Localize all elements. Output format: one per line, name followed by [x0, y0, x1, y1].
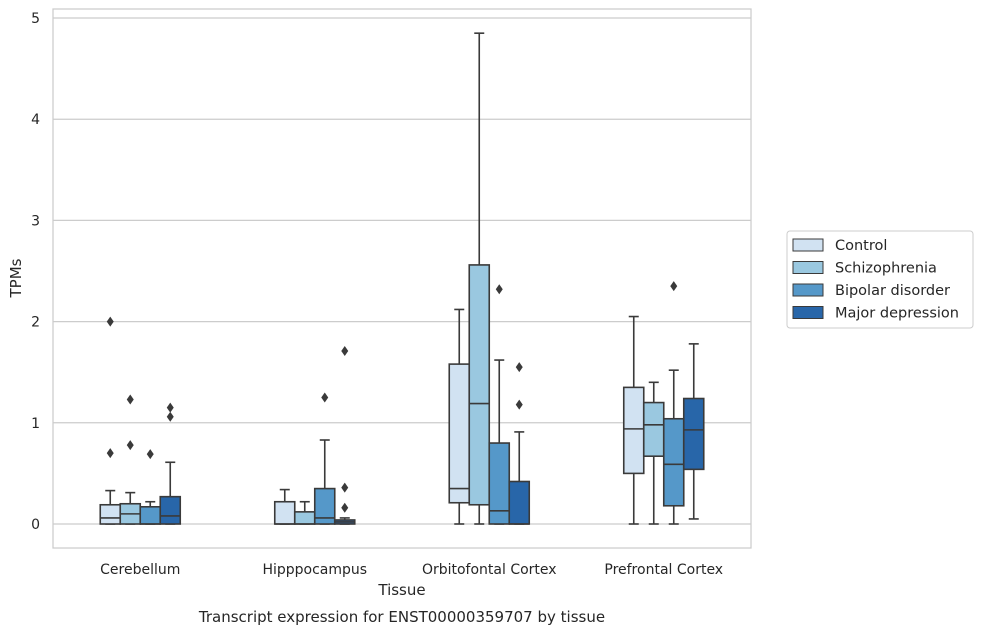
box-major-depression [159, 402, 182, 525]
outlier-point [126, 394, 134, 405]
iqr-box [313, 487, 336, 525]
box-major-depression [333, 345, 356, 525]
legend-label: Schizophrenia [835, 261, 937, 277]
box-schizophrenia [642, 381, 665, 525]
iqr-box [448, 363, 471, 504]
legend-label: Control [835, 238, 887, 254]
legend-label: Bipolar disorder [835, 283, 950, 299]
outlier-point [321, 392, 329, 403]
legend: Control Schizophrenia Bipolar disorder Majo… [786, 230, 974, 329]
outlier-point [166, 411, 174, 422]
outlier-point [515, 362, 523, 373]
legend-frame [786, 230, 974, 329]
iqr-box [139, 505, 162, 525]
box-schizophrenia [293, 500, 316, 525]
iqr-box [468, 264, 491, 506]
box-control [273, 488, 296, 525]
outlier-point [106, 316, 114, 327]
y-axis-label: TPMs [7, 258, 25, 298]
iqr-box [682, 397, 705, 471]
y-tick-label: 0 [31, 517, 40, 533]
box-bipolar-disorder [139, 449, 162, 525]
iqr-box [273, 500, 296, 525]
y-tick-label: 1 [31, 416, 40, 432]
box-major-depression [508, 362, 531, 525]
outlier-point [126, 440, 134, 451]
outlier-point [146, 449, 154, 460]
box-schizophrenia [119, 394, 142, 525]
y-tick-label: 4 [31, 112, 40, 128]
x-tick-label: Hipppocampus [262, 562, 367, 578]
legend-label: Major depression [835, 306, 959, 322]
x-tick-label: Orbitofontal Cortex [422, 562, 557, 578]
box-bipolar-disorder [313, 392, 336, 525]
y-tick-labels: 0 1 2 3 4 5 [31, 11, 40, 533]
box-bipolar-disorder [662, 281, 685, 525]
outlier-point [166, 402, 174, 413]
iqr-box [159, 495, 182, 525]
iqr-box [642, 401, 665, 457]
outlier-point [106, 448, 114, 459]
y-tick-label: 5 [31, 11, 40, 27]
box-control [448, 308, 471, 525]
outlier-point [341, 345, 349, 356]
box-schizophrenia [468, 32, 491, 525]
iqr-box [488, 442, 511, 525]
legend-swatch [792, 238, 824, 252]
iqr-box [508, 480, 531, 525]
legend-swatch [792, 306, 824, 319]
outlier-point [341, 502, 349, 513]
outlier-point [670, 281, 678, 292]
x-tick-label: Prefrontal Cortex [604, 562, 723, 578]
outlier-point [341, 482, 349, 493]
iqr-box [662, 417, 685, 507]
plot-area-frame [52, 8, 752, 549]
y-tick-label: 3 [31, 213, 40, 229]
iqr-box [99, 503, 122, 525]
outlier-point [515, 399, 523, 410]
chart-caption: Transcript expression for ENST0000035970… [198, 608, 605, 626]
box-major-depression [682, 343, 705, 520]
outlier-point [495, 284, 503, 295]
box-bipolar-disorder [488, 284, 511, 525]
box-control [622, 315, 645, 525]
iqr-box [293, 511, 316, 525]
boxes [99, 32, 705, 525]
x-tick-label: Cerebellum [100, 562, 180, 578]
box-control [99, 316, 122, 525]
y-tick-label: 2 [31, 315, 40, 331]
iqr-box [622, 386, 645, 475]
legend-swatch [792, 283, 824, 297]
x-axis-label: Tissue [377, 581, 425, 599]
legend-swatch [792, 261, 824, 274]
x-tick-labels: Cerebellum Hipppocampus Orbitofontal Corte… [100, 562, 723, 578]
